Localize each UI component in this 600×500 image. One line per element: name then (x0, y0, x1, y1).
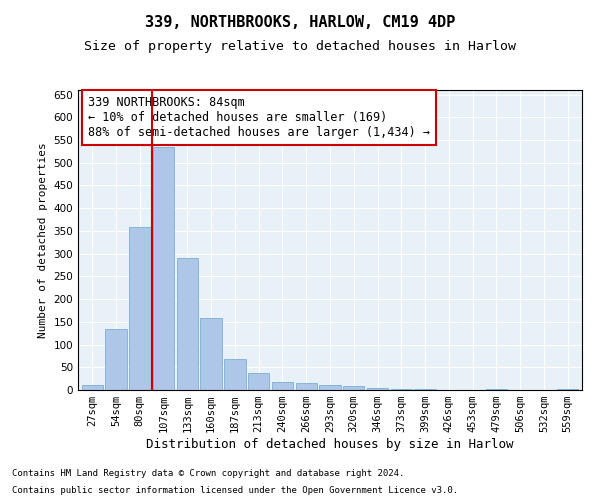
Bar (248, 372, 269, 390)
Text: Contains public sector information licensed under the Open Government Licence v3: Contains public sector information licen… (12, 486, 458, 495)
Bar (296, 383, 317, 390)
Bar (343, 386, 364, 390)
Bar (82, 386, 103, 390)
Bar (153, 147, 174, 390)
Text: 339, NORTHBROOKS, HARLOW, CM19 4DP: 339, NORTHBROOKS, HARLOW, CM19 4DP (145, 15, 455, 30)
Y-axis label: Number of detached properties: Number of detached properties (38, 142, 48, 338)
X-axis label: Distribution of detached houses by size in Harlow: Distribution of detached houses by size … (146, 438, 514, 451)
Text: Contains HM Land Registry data © Crown copyright and database right 2024.: Contains HM Land Registry data © Crown c… (12, 468, 404, 477)
Text: Size of property relative to detached houses in Harlow: Size of property relative to detached ho… (84, 40, 516, 53)
Bar (272, 382, 293, 390)
Bar (224, 359, 245, 390)
Bar (129, 228, 151, 390)
Bar (176, 258, 198, 390)
Bar (415, 388, 436, 390)
Bar (106, 328, 127, 390)
Bar (367, 388, 388, 390)
Bar (200, 318, 222, 390)
Text: 339 NORTHBROOKS: 84sqm
← 10% of detached houses are smaller (169)
88% of semi-de: 339 NORTHBROOKS: 84sqm ← 10% of detached… (88, 96, 430, 139)
Bar (391, 388, 412, 390)
Bar (486, 388, 507, 390)
Bar (557, 388, 578, 390)
Bar (319, 386, 341, 390)
